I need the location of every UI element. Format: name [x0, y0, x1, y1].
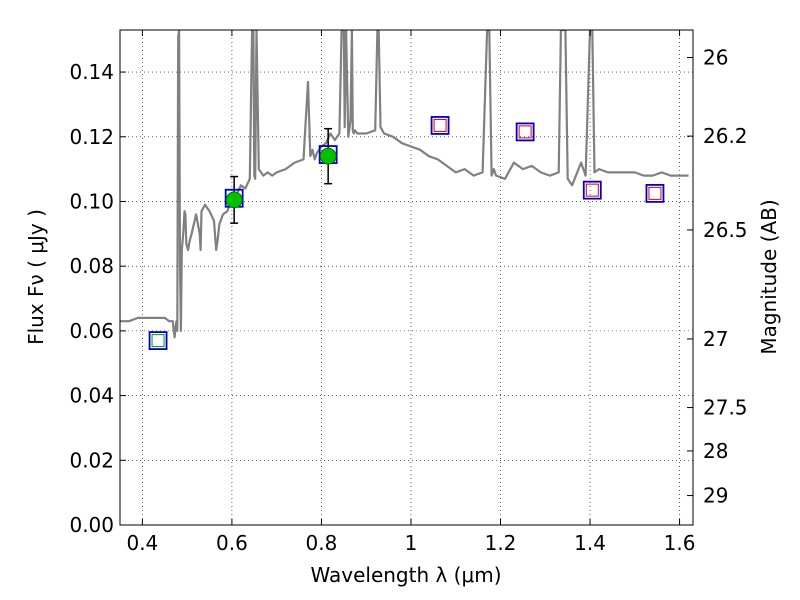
x-tick-label: 0.4 — [126, 531, 158, 555]
y-tick-label: 0.08 — [69, 254, 114, 278]
x-tick-label: 1 — [405, 531, 418, 555]
model-photometry-marker — [430, 116, 450, 135]
model-photometry-marker — [515, 122, 535, 142]
y2-axis: 26 26.2 26.5 27 27.5 28 29 — [687, 46, 748, 508]
y-tick-label: 0.00 — [69, 513, 114, 537]
y2-tick-label: 26.2 — [703, 124, 748, 148]
y-axis: 0.00 0.02 0.04 0.06 0.08 0.10 0.12 0.14 — [69, 60, 126, 537]
x-axis-label: Wavelength λ (μm) — [310, 563, 502, 587]
spectrum-layer — [120, 30, 689, 339]
observed-photometry-point — [225, 191, 243, 209]
y2-tick-label: 26 — [703, 46, 728, 70]
y2-tick-label: 27 — [703, 327, 728, 351]
y2-tick-label: 28 — [703, 439, 728, 463]
plot-frame — [119, 29, 694, 526]
observed-photometry-point — [319, 147, 337, 165]
grid — [120, 30, 693, 526]
y-tick-label: 0.12 — [69, 125, 114, 149]
model-photometry-marker — [582, 180, 602, 200]
y2-tick-label: 29 — [703, 484, 728, 508]
filter-inner-marker — [433, 118, 447, 132]
y-tick-label: 0.14 — [69, 60, 114, 84]
x-axis: 0.4 0.6 0.8 1 1.2 1.4 1.6 — [126, 30, 695, 555]
y2-tick-label: 27.5 — [703, 396, 748, 420]
y-tick-label: 0.10 — [69, 189, 114, 213]
model-photometry-marker — [148, 331, 168, 350]
y-tick-label: 0.04 — [69, 384, 114, 408]
filter-inner-marker — [518, 125, 532, 139]
y-tick-label: 0.02 — [69, 448, 114, 472]
filter-inner-marker — [648, 186, 662, 200]
x-tick-label: 0.6 — [216, 531, 248, 555]
filter-inner-marker — [585, 183, 599, 197]
model-photometry-marker — [645, 183, 665, 203]
y-axis-label: Flux Fν ( μJy ) — [24, 209, 48, 345]
x-tick-label: 1.6 — [664, 531, 696, 555]
x-tick-label: 0.8 — [306, 531, 338, 555]
plot-background — [120, 30, 693, 525]
y2-axis-label: Magnitude (AB) — [757, 199, 781, 355]
marker-layer — [148, 116, 665, 350]
x-tick-label: 1.4 — [574, 531, 606, 555]
y2-tick-label: 26.5 — [703, 218, 748, 242]
filter-inner-marker — [151, 334, 165, 348]
x-tick-label: 1.2 — [485, 531, 517, 555]
spectrum-line — [120, 30, 689, 339]
y-tick-label: 0.06 — [69, 319, 114, 343]
